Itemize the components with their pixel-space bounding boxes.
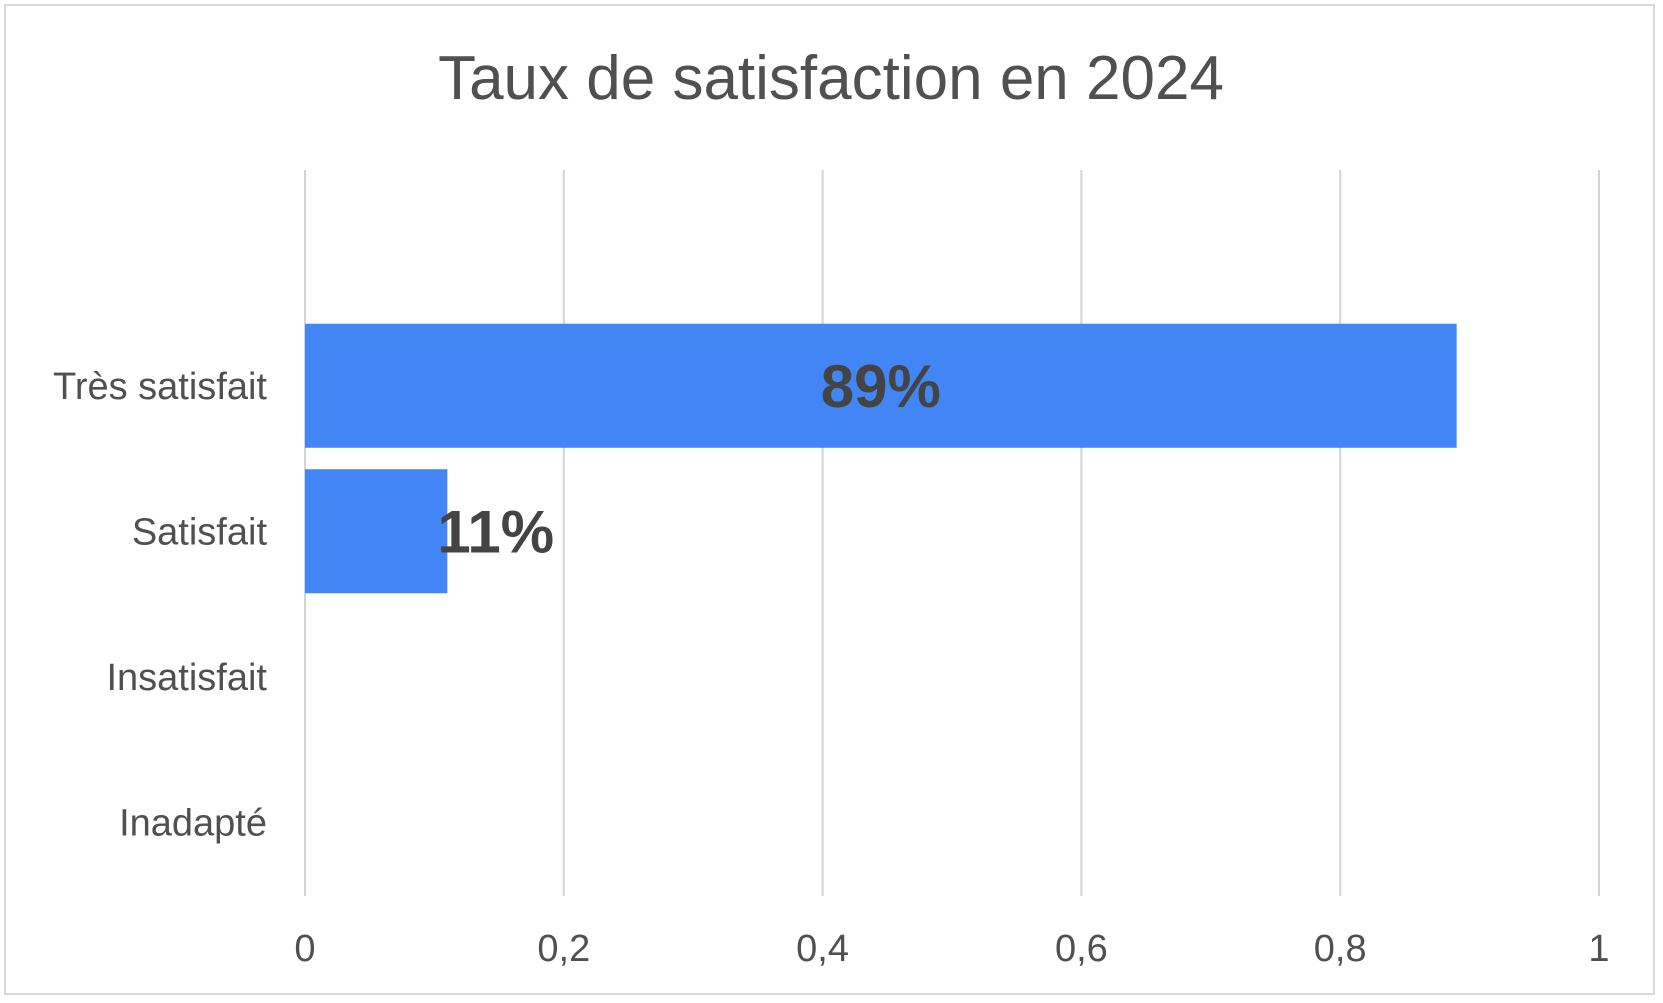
- x-tick-label: 0,4: [796, 928, 849, 970]
- x-tick-label: 0: [294, 928, 315, 970]
- category-label: Très satisfait: [53, 366, 267, 408]
- bar: [305, 323, 1457, 448]
- category-labels: Très satisfait Satisfait Insatisfait Inadap…: [53, 366, 267, 845]
- x-tick-label: 0,6: [1055, 928, 1108, 970]
- bars: [305, 323, 1457, 594]
- bar: [305, 469, 448, 594]
- data-label: 11%: [437, 498, 554, 565]
- x-tick-label: 1: [1588, 928, 1609, 970]
- gridlines: [304, 170, 1600, 896]
- category-label: Insatisfait: [106, 657, 267, 699]
- category-label: Satisfait: [132, 511, 268, 553]
- chart-frame: [4, 4, 1655, 995]
- category-label: Inadapté: [119, 802, 267, 844]
- x-tick-labels: 0 0,2 0,4 0,6 0,8 1: [294, 928, 1609, 970]
- data-labels: 89% 11%: [437, 353, 941, 566]
- x-tick-label: 0,2: [537, 928, 590, 970]
- data-label: 89%: [821, 353, 941, 420]
- chart-title: Taux de satisfaction en 2024: [438, 44, 1224, 113]
- x-tick-label: 0,8: [1314, 928, 1367, 970]
